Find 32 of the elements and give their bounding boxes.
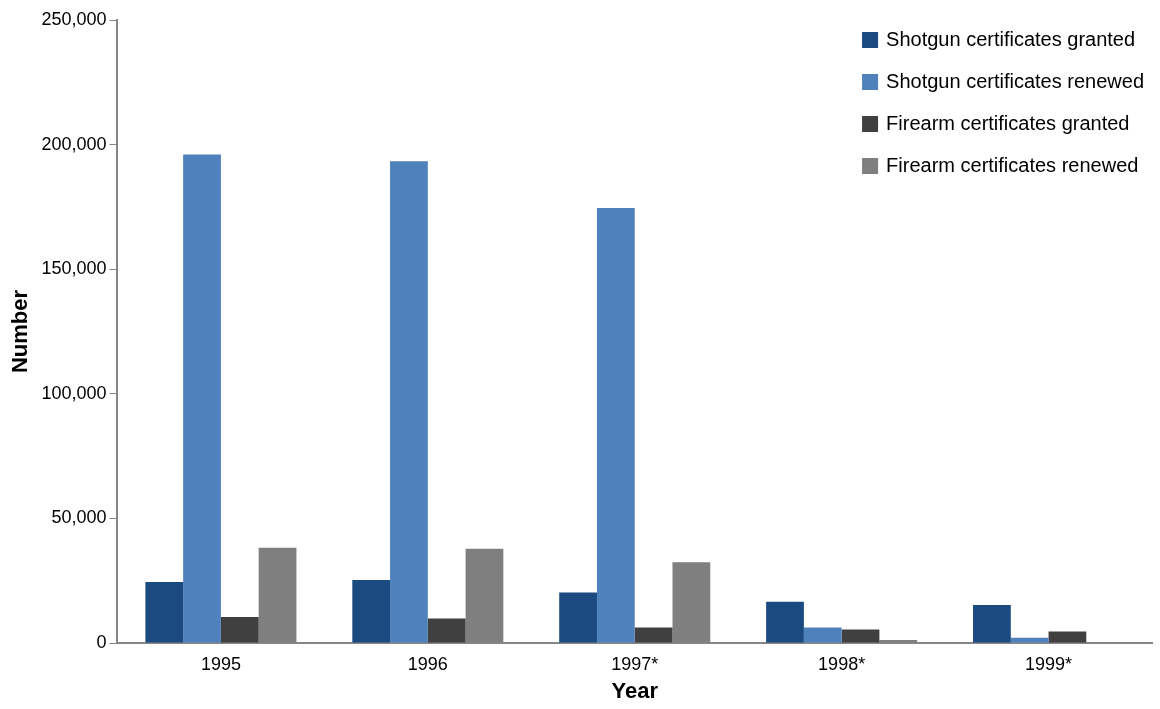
x-tick-label: 1999*	[1025, 653, 1073, 674]
bar	[352, 579, 391, 643]
y-tick-label: 250,000	[41, 8, 107, 29]
bar	[1010, 637, 1049, 643]
bar	[220, 617, 259, 643]
bar	[973, 605, 1011, 643]
bar	[183, 154, 221, 643]
x-tick-label: 1996	[407, 653, 448, 674]
y-tick-label: 200,000	[41, 133, 107, 154]
y-tick-label: 100,000	[41, 382, 107, 403]
x-tick-label: 1997*	[611, 653, 659, 674]
x-tick-label: 1995	[200, 653, 241, 674]
bar	[390, 161, 428, 643]
bar	[803, 627, 842, 643]
bar	[766, 601, 804, 643]
bar	[841, 629, 880, 643]
bar	[427, 618, 466, 643]
legend-label: Shotgun certificates granted	[886, 27, 1136, 50]
y-axis-title: Number	[7, 289, 33, 374]
legend-label: Firearm certificates granted	[886, 111, 1130, 134]
y-tick-label: 150,000	[41, 258, 107, 279]
bar	[1048, 631, 1087, 643]
bar	[596, 207, 635, 643]
legend-label: Shotgun certificates renewed	[886, 69, 1145, 92]
legend-label: Firearm certificates renewed	[886, 153, 1139, 176]
x-tick-label: 1998*	[818, 653, 866, 674]
x-axis-title: Year	[611, 677, 659, 703]
y-tick-label: 0	[96, 631, 107, 652]
bar	[559, 592, 597, 643]
y-tick-label: 50,000	[51, 507, 107, 528]
bar	[145, 581, 184, 643]
bar	[634, 627, 673, 643]
